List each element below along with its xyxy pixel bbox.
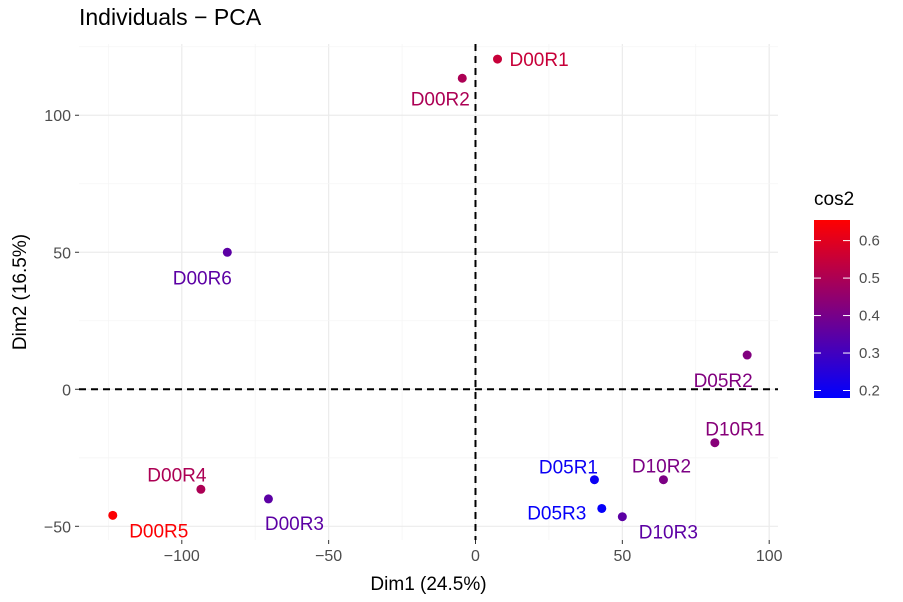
legend-title: cos2 bbox=[814, 189, 854, 210]
point-label-d00r1: D00R1 bbox=[510, 50, 569, 71]
point-d00r5 bbox=[108, 510, 118, 520]
legend-tick-label: 0.5 bbox=[859, 270, 880, 287]
cos2-legend: cos2 0.2 0.3 0.4 0.5 0.6 bbox=[814, 189, 880, 400]
legend-tick-label: 0.6 bbox=[859, 233, 880, 250]
point-label-d05r2: D05R2 bbox=[694, 371, 753, 392]
point-d00r1 bbox=[493, 54, 503, 64]
y-tick-label: 50 bbox=[53, 245, 71, 262]
point-d00r4 bbox=[196, 484, 206, 494]
x-tick-label: −50 bbox=[315, 548, 342, 565]
point-d10r1 bbox=[710, 438, 720, 448]
point-label-d00r2: D00R2 bbox=[411, 89, 470, 110]
y-tick-label: 100 bbox=[44, 108, 71, 125]
legend-tick-label: 0.3 bbox=[859, 345, 880, 362]
chart-title: Individuals − PCA bbox=[79, 4, 262, 30]
axes: −100 −50 0 50 100 −50 0 50 100 Dim1 (24.5%) Dim2 (… bbox=[10, 108, 783, 595]
point-d05r3 bbox=[597, 503, 607, 513]
y-axis-title: Dim2 (16.5%) bbox=[10, 234, 31, 350]
point-d05r1 bbox=[589, 475, 599, 485]
x-axis-title: Dim1 (24.5%) bbox=[370, 574, 486, 595]
x-tick-label: −100 bbox=[164, 548, 200, 565]
point-label-d05r1: D05R1 bbox=[539, 458, 598, 479]
legend-color-bar bbox=[814, 220, 850, 398]
point-d00r3 bbox=[263, 494, 273, 504]
point-d10r3 bbox=[617, 512, 627, 522]
point-label-d00r3: D00R3 bbox=[265, 514, 324, 535]
point-label-d10r2: D10R2 bbox=[632, 457, 691, 478]
y-tick-label: 0 bbox=[62, 382, 71, 399]
y-tick-label: −50 bbox=[44, 519, 71, 536]
reference-lines bbox=[79, 44, 778, 540]
x-tick-label: 50 bbox=[613, 548, 631, 565]
point-d10r2 bbox=[658, 475, 668, 485]
point-d00r2 bbox=[457, 73, 467, 83]
points bbox=[108, 54, 752, 522]
point-label-d10r1: D10R1 bbox=[705, 420, 764, 441]
x-tick-label: 100 bbox=[756, 548, 783, 565]
x-tick-label: 0 bbox=[471, 548, 480, 565]
legend-tick-label: 0.2 bbox=[859, 383, 880, 400]
point-label-d05r3: D05R3 bbox=[527, 503, 586, 524]
point-label-d10r3: D10R3 bbox=[639, 523, 698, 544]
grid bbox=[79, 44, 778, 540]
point-label-d00r6: D00R6 bbox=[173, 268, 232, 289]
point-label-d00r4: D00R4 bbox=[147, 465, 207, 486]
point-d05r2 bbox=[742, 350, 752, 360]
legend-tick-label: 0.4 bbox=[859, 308, 880, 325]
point-label-d00r5: D00R5 bbox=[129, 521, 188, 542]
point-d00r6 bbox=[222, 247, 232, 257]
point-labels: D00R1 D00R2 D00R6 D05R2 D10R1 D10R2 D05R1 D05R3… bbox=[129, 50, 764, 544]
